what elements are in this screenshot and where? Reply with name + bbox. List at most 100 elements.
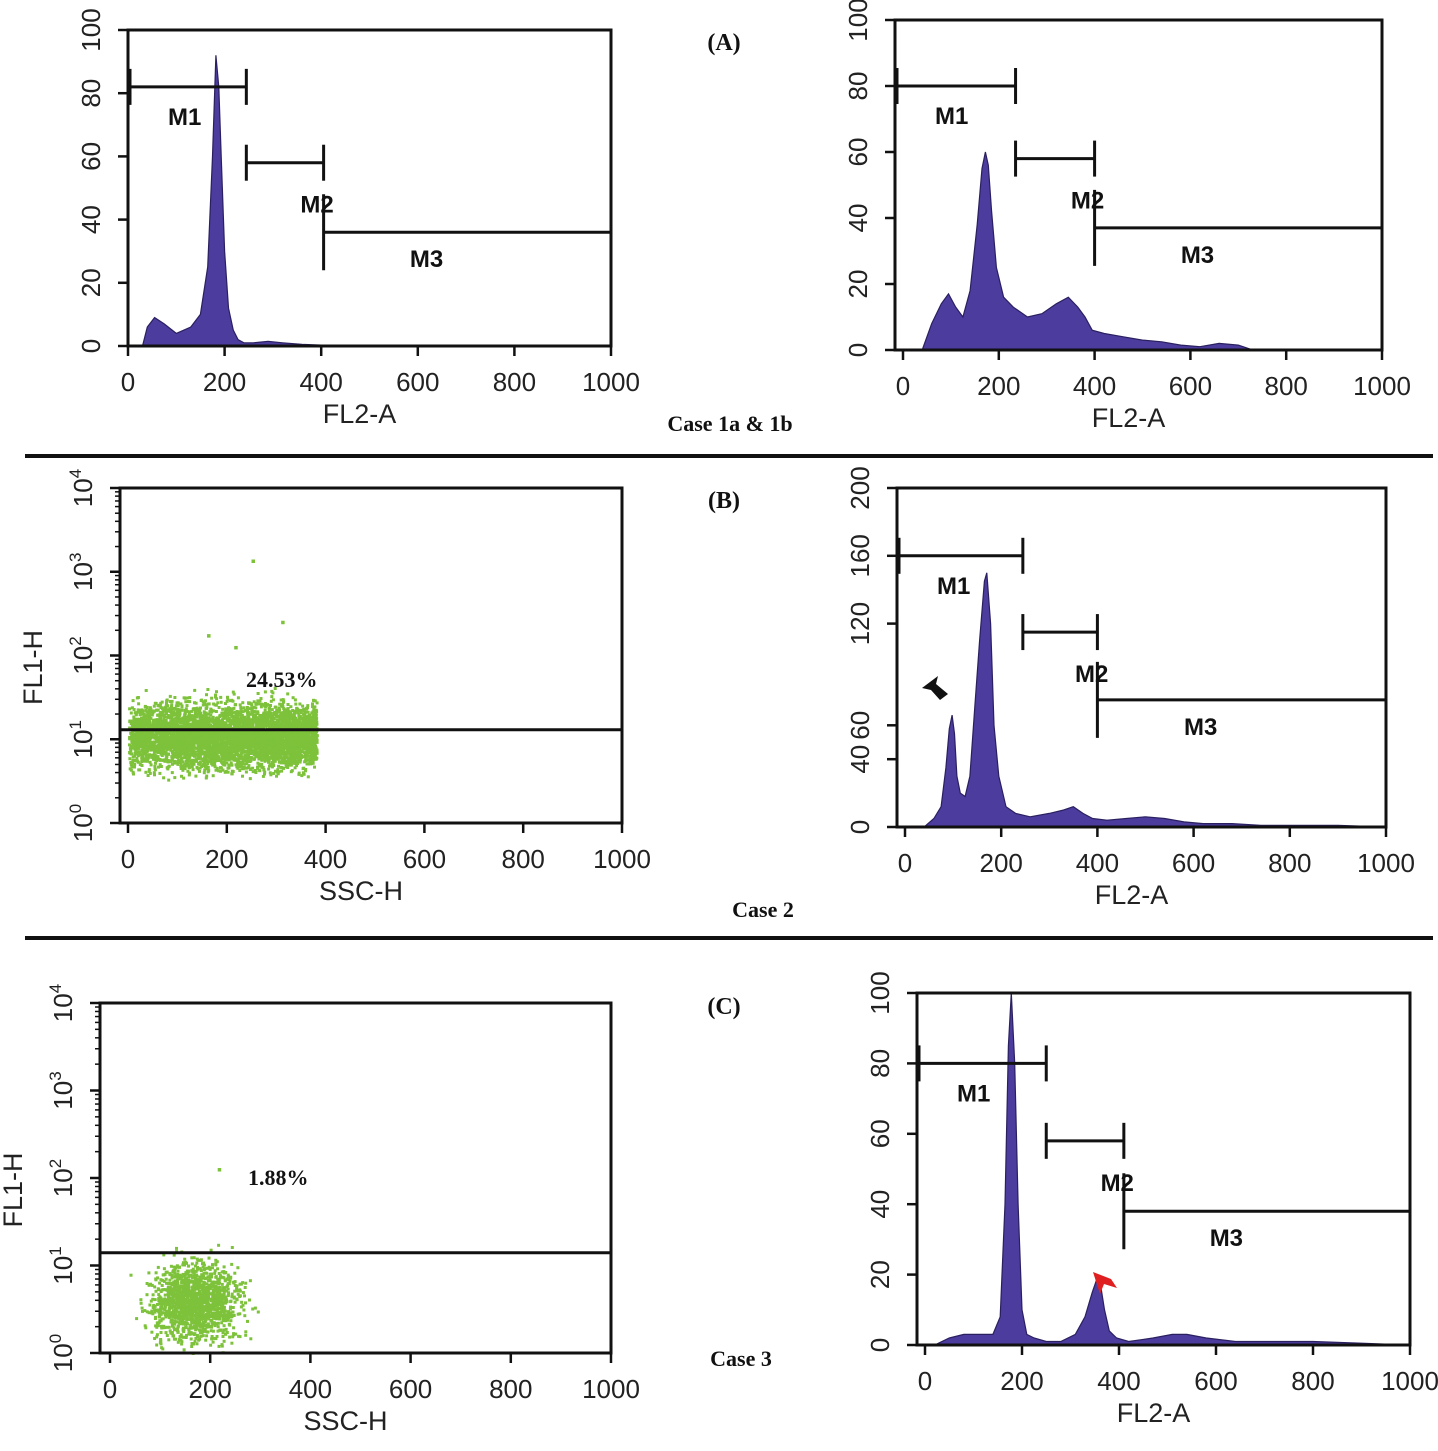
scatter-point bbox=[254, 755, 258, 759]
scatter-point bbox=[206, 718, 210, 722]
scatter-point bbox=[236, 696, 240, 700]
scatter-point bbox=[245, 732, 249, 736]
scatter-point bbox=[298, 751, 302, 755]
scatter-point bbox=[268, 771, 272, 775]
scatter-point bbox=[204, 707, 208, 710]
scatter-point bbox=[180, 705, 184, 709]
scatter-point bbox=[173, 719, 177, 723]
scatter-point bbox=[206, 688, 210, 691]
scatter-point bbox=[183, 708, 187, 712]
scatter-point bbox=[214, 752, 218, 756]
scatter-point bbox=[239, 754, 243, 757]
scatter-point bbox=[289, 705, 293, 709]
scatter-point bbox=[139, 721, 143, 725]
scatter-point bbox=[313, 754, 317, 758]
histogram-area-a1 bbox=[128, 55, 611, 347]
scatter-point bbox=[263, 770, 267, 774]
scatter-point bbox=[151, 732, 155, 736]
scatter-point bbox=[270, 695, 274, 699]
scatter-point bbox=[179, 724, 183, 728]
scatter-point bbox=[243, 762, 247, 766]
scatter-point bbox=[313, 765, 316, 769]
scatter-point bbox=[247, 720, 251, 724]
scatter-point bbox=[298, 749, 302, 753]
scatter-point bbox=[174, 704, 178, 708]
scatter-point bbox=[162, 716, 166, 720]
scatter-point bbox=[165, 710, 168, 714]
x-tick-label: 400 bbox=[1073, 371, 1116, 401]
scatter-point bbox=[212, 702, 216, 706]
scatter-point bbox=[267, 743, 270, 747]
scatter-point bbox=[136, 738, 139, 742]
scatter-point bbox=[274, 726, 277, 730]
scatter-point bbox=[254, 749, 258, 753]
scatter-point bbox=[227, 766, 231, 770]
scatter-point bbox=[230, 707, 234, 711]
scatter-point bbox=[269, 737, 273, 741]
scatter-point bbox=[304, 729, 307, 733]
scatter-point bbox=[253, 757, 256, 761]
scatter-point bbox=[315, 701, 319, 705]
scatter-point bbox=[290, 761, 294, 765]
scatter-point bbox=[243, 730, 247, 734]
case-label-3: Case 3 bbox=[710, 1346, 772, 1371]
scatter-point bbox=[256, 737, 260, 741]
scatter-point bbox=[227, 763, 231, 767]
scatter-point bbox=[298, 720, 302, 724]
scatter-point bbox=[189, 717, 193, 721]
scatter-point bbox=[315, 740, 319, 744]
scatter-point bbox=[193, 730, 197, 734]
scatter-point bbox=[183, 696, 187, 700]
scatter-point bbox=[310, 732, 314, 736]
scatter-point bbox=[306, 710, 310, 714]
x-tick-label: 800 bbox=[1265, 371, 1308, 401]
y-tick-label: 60 bbox=[76, 142, 106, 171]
scatter-point bbox=[286, 707, 290, 711]
panel-label-a: (A) bbox=[707, 30, 740, 56]
scatter-point bbox=[135, 756, 139, 760]
scatter-point bbox=[295, 755, 299, 758]
scatter-point bbox=[300, 774, 304, 778]
scatter-point bbox=[148, 738, 152, 742]
scatter-point bbox=[200, 746, 204, 749]
scatter-point bbox=[182, 722, 186, 725]
scatter-point bbox=[229, 735, 233, 739]
scatter-point bbox=[137, 720, 141, 724]
scatter-point bbox=[295, 709, 299, 713]
scatter-point bbox=[134, 742, 138, 746]
scatter-point bbox=[301, 723, 305, 727]
scatter-point bbox=[146, 711, 150, 715]
scatter-point bbox=[182, 745, 186, 749]
scatter-point bbox=[152, 704, 156, 708]
scatter-point bbox=[291, 709, 295, 712]
scatter-point bbox=[202, 760, 206, 763]
scatter-point bbox=[272, 736, 276, 740]
scatter-point bbox=[196, 738, 199, 742]
scatter-point bbox=[179, 702, 183, 706]
scatter-point bbox=[250, 703, 254, 707]
scatter-point bbox=[167, 778, 171, 782]
x-tick-label: 0 bbox=[896, 371, 910, 401]
scatter-point bbox=[148, 753, 151, 757]
scatter-point bbox=[216, 701, 220, 705]
scatter-point bbox=[235, 710, 239, 713]
scatter-point bbox=[257, 757, 261, 761]
scatter-point bbox=[133, 744, 137, 748]
scatter-point bbox=[131, 770, 135, 774]
scatter-point bbox=[248, 742, 252, 746]
scatter-point bbox=[269, 711, 273, 715]
scatter-point bbox=[169, 711, 173, 715]
scatter-point bbox=[199, 749, 203, 753]
scatter-point bbox=[177, 759, 181, 762]
scatter-point bbox=[259, 697, 263, 700]
scatter-point bbox=[255, 751, 258, 755]
scatter-point bbox=[313, 705, 317, 709]
scatter-point bbox=[222, 725, 226, 729]
scatter-point bbox=[162, 776, 166, 780]
scatter-point bbox=[189, 750, 193, 754]
x-tick-label: 600 bbox=[396, 367, 439, 397]
scatter-point bbox=[168, 741, 172, 745]
scatter-point bbox=[242, 724, 246, 727]
scatter-point bbox=[158, 771, 162, 775]
scatter-point bbox=[187, 718, 190, 722]
